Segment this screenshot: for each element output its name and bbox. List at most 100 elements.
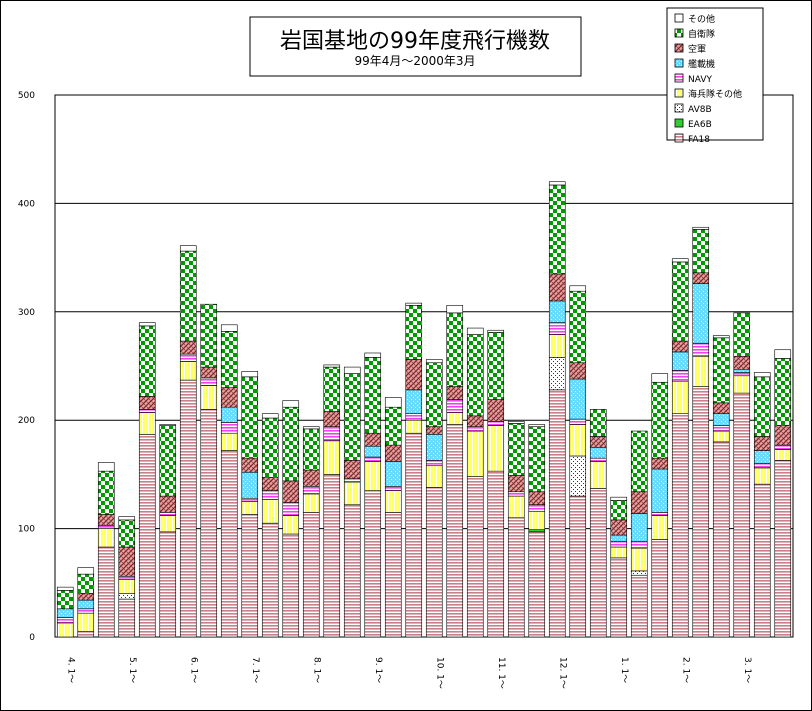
- bar-segment-空軍-13: [323, 411, 341, 428]
- y-axis-ticks: 0 100 200 300 400 500: [18, 91, 35, 643]
- bar-segment-海兵隊その他-23: [528, 510, 546, 530]
- bar-segment-その他-35: [774, 349, 792, 359]
- bar-segment-NAVY-11: [282, 502, 300, 516]
- bar-segment-その他-8: [220, 324, 238, 332]
- bar-segment-AV8B-3: [118, 593, 136, 600]
- bar-segment-海兵隊その他-28: [630, 547, 648, 572]
- bar-segment-その他-18: [425, 359, 443, 364]
- chart-title: 岩国基地の99年度飛行機数: [280, 29, 550, 54]
- bar-segment-AV8B-24: [548, 357, 566, 391]
- bar-segment-自衛隊-28: [630, 430, 648, 493]
- bar-segment-自衛隊-5: [159, 425, 177, 497]
- bar-segment-空軍-32: [712, 402, 730, 414]
- bar-segment-FA18-21: [487, 470, 505, 638]
- legend-swatch-海兵隊その他: [674, 88, 684, 98]
- legend-swatch-AV8B: [674, 103, 684, 113]
- bar-segment-その他-16: [384, 397, 402, 408]
- x-tick-label: 9. 1～: [373, 657, 383, 683]
- bar-segment-艦載機-18: [425, 433, 443, 461]
- bar-segment-艦載機-15: [364, 445, 382, 458]
- bar-segment-空軍-15: [364, 432, 382, 447]
- bar-segment-空軍-21: [487, 399, 505, 422]
- bar-segment-FA18-2: [97, 546, 115, 638]
- bar-segment-海兵隊その他-25: [569, 424, 587, 457]
- legend-swatch-艦載機: [674, 58, 684, 68]
- bar-segment-自衛隊-3: [118, 519, 136, 548]
- y-tick-label: 200: [18, 416, 35, 426]
- chart-subtitle: 99年4月～2000年3月: [354, 54, 475, 68]
- bar-segment-FA18-34: [753, 483, 771, 638]
- bar-segment-NAVY-0: [56, 617, 74, 624]
- bar-segment-艦載機-0: [56, 608, 74, 618]
- bar-segment-FA18-3: [118, 598, 136, 638]
- bar-segment-FA18-11: [282, 533, 300, 638]
- bar-segment-海兵隊その他-15: [364, 461, 382, 491]
- bar-segment-海兵隊その他-29: [651, 515, 669, 540]
- bar-segment-NAVY-35: [774, 444, 792, 450]
- bar-segment-艦載機-27: [610, 534, 628, 542]
- bar-segment-海兵隊その他-7: [200, 385, 218, 410]
- title-box: 岩国基地の99年度飛行機数 99年4月～2000年3月: [249, 16, 582, 77]
- bar-segment-自衛隊-4: [138, 325, 156, 397]
- bar-segment-自衛隊-13: [323, 366, 341, 412]
- legend-label: EA6B: [688, 120, 712, 130]
- bar-segment-その他-11: [282, 400, 300, 408]
- bar-segment-FA18-25: [569, 495, 587, 638]
- bar-segment-海兵隊その他-18: [425, 465, 443, 488]
- bar-segment-その他-30: [671, 258, 689, 263]
- bar-segment-NAVY-33: [733, 372, 751, 377]
- bar-segment-NAVY-16: [384, 486, 402, 491]
- bar-segment-FA18-10: [261, 522, 279, 638]
- bar-segment-海兵隊その他-19: [446, 412, 464, 425]
- bar-segment-その他-25: [569, 285, 587, 292]
- bar-segment-NAVY-6: [179, 353, 197, 362]
- bar-segment-FA18-18: [425, 487, 443, 638]
- bar-segment-艦載機-29: [651, 468, 669, 513]
- bar-segment-自衛隊-10: [261, 417, 279, 478]
- bar-segment-FA18-31: [692, 386, 710, 638]
- bar-segment-自衛隊-32: [712, 337, 730, 404]
- bar-segment-FA18-30: [671, 413, 689, 638]
- bar-segment-自衛隊-18: [425, 362, 443, 428]
- legend-label: 自衛隊: [688, 28, 715, 40]
- bar-segment-空軍-30: [671, 340, 689, 353]
- bar-segment-海兵隊その他-12: [302, 493, 320, 513]
- bar-segment-空軍-6: [179, 340, 197, 355]
- bar-segment-NAVY-30: [671, 370, 689, 382]
- plot-area: [54, 94, 794, 638]
- bar-segment-空軍-18: [425, 426, 443, 435]
- x-tick-label: 3. 1～: [742, 657, 752, 683]
- bar-segment-FA18-5: [159, 531, 177, 638]
- bar-segment-空軍-23: [528, 491, 546, 506]
- bar-segment-海兵隊その他-22: [507, 495, 525, 519]
- bar-segment-NAVY-14: [343, 478, 361, 483]
- bar-segment-その他-21: [487, 329, 505, 333]
- bar-segment-自衛隊-21: [487, 332, 505, 400]
- bar-segment-自衛隊-26: [589, 409, 607, 437]
- bar-segment-FA18-13: [323, 474, 341, 638]
- bar-segment-自衛隊-20: [466, 334, 484, 417]
- plot-border: [54, 94, 794, 638]
- bar-segment-艦載機-34: [753, 450, 771, 464]
- bar-segment-艦載機-28: [630, 513, 648, 542]
- bar-segment-自衛隊-34: [753, 376, 771, 437]
- bar-segment-自衛隊-0: [56, 590, 74, 610]
- bar-segment-艦載機-8: [220, 406, 238, 423]
- bar-segment-自衛隊-24: [548, 184, 566, 275]
- bar-segment-FA18-15: [364, 490, 382, 638]
- bar-segment-その他-34: [753, 372, 771, 378]
- bar-segment-FA18-4: [138, 433, 156, 638]
- bar-segment-NAVY-22: [507, 491, 525, 497]
- bar-segment-NAVY-29: [651, 512, 669, 516]
- bar-segment-NAVY-15: [364, 456, 382, 462]
- x-tick-label: 5. 1～: [127, 657, 137, 683]
- legend-swatch-自衛隊: [674, 28, 684, 38]
- bar-segment-自衛隊-6: [179, 250, 197, 342]
- bar-segment-FA18-27: [610, 557, 628, 638]
- bar-segment-AV8B-25: [569, 455, 587, 497]
- bar-segment-海兵隊その他-32: [712, 430, 730, 443]
- bar-segment-FA18-35: [774, 460, 792, 638]
- bar-segment-海兵隊その他-30: [671, 380, 689, 414]
- bar-segment-空軍-10: [261, 477, 279, 491]
